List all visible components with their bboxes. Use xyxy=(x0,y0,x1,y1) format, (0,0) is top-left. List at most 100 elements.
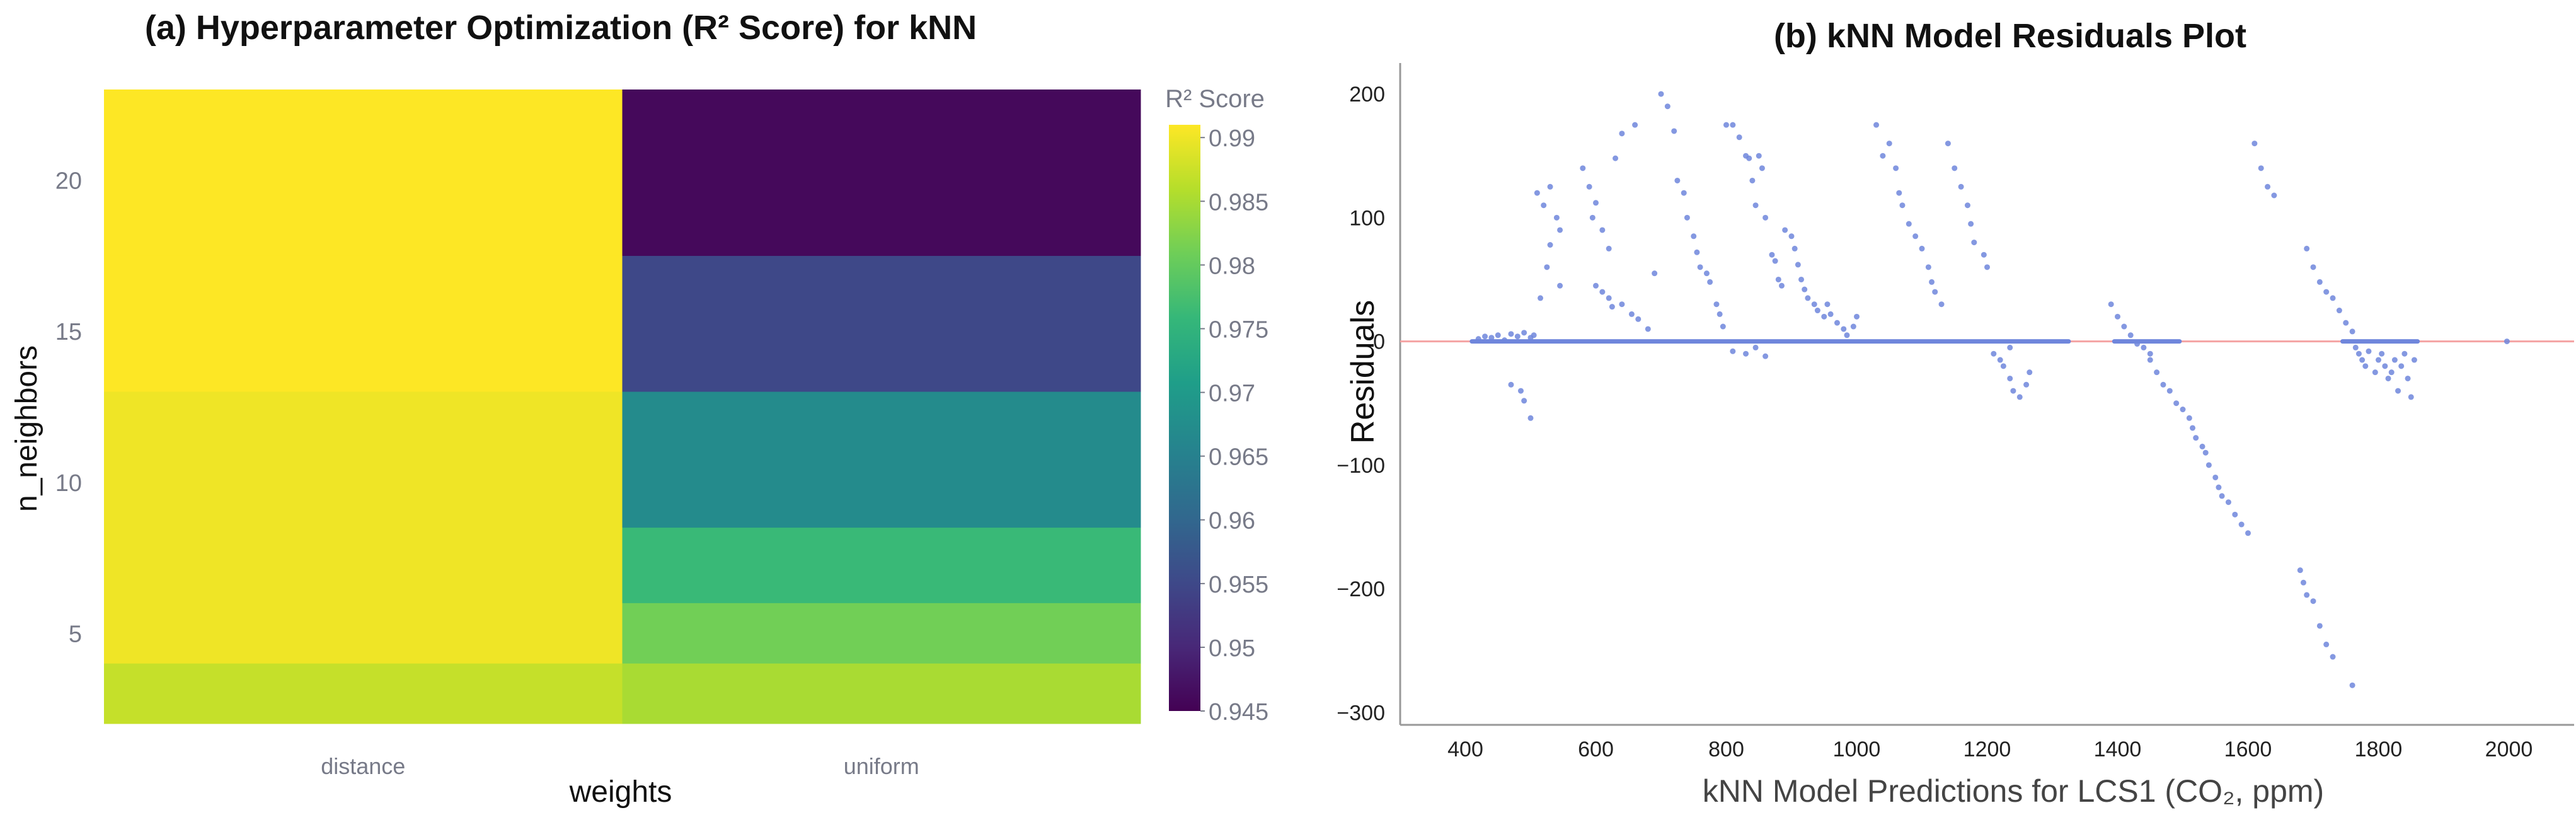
residual-point xyxy=(1586,183,1592,190)
residual-point xyxy=(2202,449,2209,456)
residual-point xyxy=(2010,388,2016,394)
residual-point xyxy=(1746,155,1752,161)
residual-point xyxy=(2359,357,2366,363)
heatmap-y-tick-label: 20 xyxy=(55,168,82,195)
residual-point xyxy=(1919,245,1925,251)
residual-point xyxy=(2343,320,2349,326)
scatter-y-tick-label: 0 xyxy=(1373,330,1385,354)
residual-point xyxy=(2016,394,2023,400)
colorbar-tick-label: 0.99 xyxy=(1209,125,1255,152)
residual-point xyxy=(2271,192,2277,199)
scatter-points xyxy=(1475,91,2510,688)
scatter-x-tick-label: 600 xyxy=(1578,737,1614,761)
colorbar-title: R² Score xyxy=(1165,85,1265,113)
residual-point xyxy=(1893,165,1899,171)
residual-point xyxy=(2193,435,2199,441)
residual-point xyxy=(2349,682,2355,688)
residual-point xyxy=(1553,214,1560,221)
residual-point xyxy=(2330,654,2336,660)
residual-point xyxy=(1632,122,1638,128)
residual-point xyxy=(2330,295,2336,301)
residual-point xyxy=(1531,332,1537,338)
heatmap-x-axis-title: weights xyxy=(569,775,672,809)
residual-point xyxy=(1991,350,1997,357)
residual-point xyxy=(1981,251,1987,258)
heatmap-cell xyxy=(622,527,1141,603)
residual-point xyxy=(1488,335,1495,341)
residual-point xyxy=(1707,279,1713,285)
heatmap-cell xyxy=(104,90,623,256)
residual-point xyxy=(2199,443,2205,449)
residual-point xyxy=(2173,400,2180,407)
residual-point xyxy=(1557,227,1563,233)
residual-point xyxy=(1547,183,1553,190)
residual-point xyxy=(2216,484,2222,490)
residual-point xyxy=(1697,264,1703,270)
residual-point xyxy=(2190,425,2196,431)
residual-point xyxy=(2147,357,2153,363)
residual-point xyxy=(2225,499,2231,506)
residual-point xyxy=(1844,332,1850,338)
scatter-y-tick-label: −300 xyxy=(1337,701,1385,725)
residual-point xyxy=(1827,311,1834,317)
scatter-y-tick-label: −100 xyxy=(1337,454,1385,478)
residual-point xyxy=(1645,326,1651,332)
residual-point xyxy=(2385,375,2391,381)
residual-point xyxy=(1791,245,1798,251)
residual-point xyxy=(2411,357,2417,363)
residual-point xyxy=(1772,258,1778,264)
heatmap-cells xyxy=(104,90,1141,724)
residual-point xyxy=(1527,415,1534,421)
residual-point xyxy=(1850,323,1856,330)
residual-point xyxy=(1723,122,1729,128)
residual-point xyxy=(2401,350,2408,357)
residual-point xyxy=(1703,270,1710,277)
scatter-title: (b) kNN Model Residuals Plot xyxy=(1774,17,2246,55)
residual-point xyxy=(2408,394,2414,400)
residual-point xyxy=(1517,388,1524,394)
residual-point xyxy=(1580,165,1586,171)
residual-point xyxy=(1736,134,1742,141)
residual-point xyxy=(2310,264,2316,270)
residual-point xyxy=(1534,190,1540,196)
residual-point xyxy=(2316,279,2323,285)
residual-point xyxy=(2212,474,2219,480)
heatmap-cell xyxy=(622,90,1141,256)
residual-point xyxy=(1805,295,1811,301)
heatmap-y-axis-title: n_neighbors xyxy=(10,345,43,512)
residual-point xyxy=(2232,511,2238,517)
residual-point xyxy=(2023,381,2030,388)
colorbar-tick-label: 0.95 xyxy=(1209,635,1255,662)
residual-point xyxy=(1684,214,1690,221)
heatmap-cell xyxy=(104,603,623,664)
residual-point xyxy=(1778,282,1785,289)
residual-point xyxy=(1824,301,1831,308)
colorbar-tick-label: 0.975 xyxy=(1209,316,1268,343)
residual-point xyxy=(1521,330,1527,336)
residual-point xyxy=(1756,153,1762,159)
residual-point xyxy=(1788,233,1795,240)
scatter-y-ticks: −300 −200 −100 0 100 200 xyxy=(1337,83,1385,725)
residual-point xyxy=(1508,331,1514,337)
residual-point xyxy=(2108,301,2114,308)
panel-a: (a) Hyperparameter Optimization (R² Scor… xyxy=(10,9,1268,809)
residual-point xyxy=(2238,521,2245,528)
residual-point xyxy=(2007,375,2013,381)
residual-point xyxy=(2134,341,2141,347)
residual-point xyxy=(2395,388,2401,394)
residual-point xyxy=(1912,233,1919,240)
residual-point xyxy=(1547,242,1553,248)
residual-point xyxy=(1873,122,1880,128)
residual-point xyxy=(2323,641,2330,647)
residual-point xyxy=(1658,91,1664,97)
residual-point xyxy=(2265,183,2271,190)
heatmap-y-ticks: 5 10 15 20 xyxy=(55,168,82,648)
heatmap-cell xyxy=(622,255,1141,392)
residual-point xyxy=(1775,276,1781,282)
residual-point xyxy=(1544,264,1550,270)
residual-point xyxy=(1997,357,2003,363)
residual-point xyxy=(1609,304,1615,310)
residual-point xyxy=(1762,214,1769,221)
residual-point xyxy=(1743,350,1749,357)
residual-point xyxy=(1814,308,1820,314)
